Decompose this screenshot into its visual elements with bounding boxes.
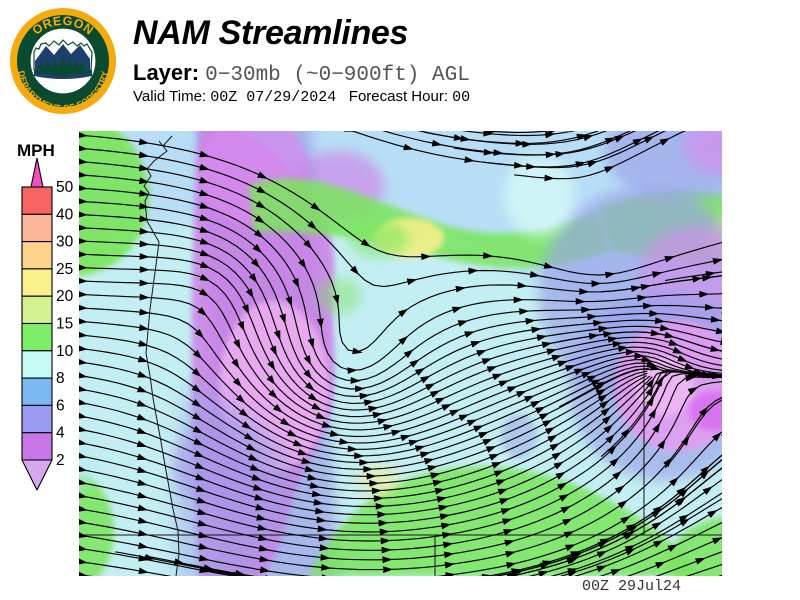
svg-text:10: 10 bbox=[56, 343, 74, 360]
svg-text:6: 6 bbox=[56, 397, 65, 414]
svg-text:30: 30 bbox=[56, 234, 74, 251]
svg-text:8: 8 bbox=[56, 370, 65, 387]
svg-text:15: 15 bbox=[56, 316, 73, 333]
svg-text:40: 40 bbox=[56, 206, 74, 223]
svg-text:4: 4 bbox=[56, 425, 65, 442]
svg-text:20: 20 bbox=[56, 288, 74, 305]
svg-text:2: 2 bbox=[56, 452, 65, 469]
svg-text:50: 50 bbox=[56, 179, 74, 196]
svg-text:25: 25 bbox=[56, 261, 73, 278]
